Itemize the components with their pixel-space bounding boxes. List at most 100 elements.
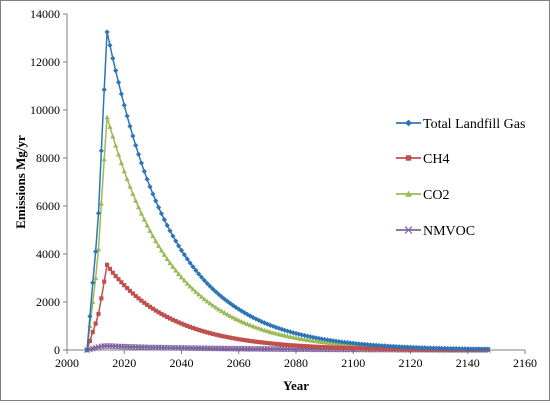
data-point-ch4	[253, 339, 259, 344]
data-point-co2	[164, 256, 170, 262]
data-point-co2	[233, 316, 239, 321]
data-point-total-landfill-gas	[87, 313, 93, 319]
data-point-ch4	[256, 339, 261, 345]
data-point-total-landfill-gas	[333, 338, 339, 344]
data-point-total-landfill-gas	[422, 345, 428, 351]
data-point-total-landfill-gas	[373, 342, 379, 348]
data-point-ch4	[250, 339, 256, 344]
data-point-ch4	[291, 343, 296, 348]
data-point-ch4	[316, 344, 321, 349]
data-point-co2	[253, 324, 259, 330]
data-point-ch4	[248, 338, 253, 344]
x-tick-label: 2040	[170, 356, 194, 370]
data-point-co2	[256, 325, 262, 331]
data-point-co2	[218, 308, 225, 314]
data-point-co2	[261, 327, 268, 333]
data-point-co2	[141, 216, 147, 222]
data-point-co2	[196, 291, 202, 297]
data-point-total-landfill-gas	[141, 168, 147, 174]
data-point-co2	[216, 306, 222, 312]
data-point-ch4	[102, 279, 107, 284]
data-point-ch4	[293, 343, 299, 348]
data-point-total-landfill-gas	[270, 323, 276, 329]
data-point-ch4	[268, 341, 273, 346]
data-point-co2	[193, 289, 199, 294]
data-point-ch4	[107, 266, 113, 271]
data-point-ch4	[368, 346, 373, 351]
data-point-ch4	[139, 298, 144, 303]
data-point-total-landfill-gas	[253, 316, 259, 322]
legend-marker-nmvoc	[404, 226, 413, 234]
data-point-total-landfill-gas	[416, 344, 422, 351]
data-point-total-landfill-gas	[396, 344, 402, 350]
legend-item-ch4: CH4	[396, 152, 449, 167]
data-point-ch4	[205, 330, 210, 335]
data-point-ch4	[185, 323, 190, 328]
data-point-ch4	[162, 313, 167, 318]
data-point-ch4	[376, 346, 382, 351]
x-tick-label: 2000	[55, 356, 79, 370]
data-point-ch4	[190, 325, 196, 331]
data-point-total-landfill-gas	[393, 343, 399, 350]
data-point-co2	[104, 114, 110, 120]
data-point-ch4	[379, 346, 384, 351]
data-point-ch4	[202, 329, 207, 334]
data-point-co2	[207, 300, 213, 306]
data-point-total-landfill-gas	[256, 317, 262, 323]
data-point-total-landfill-gas	[450, 345, 457, 352]
data-point-total-landfill-gas	[230, 302, 236, 309]
data-point-co2	[250, 323, 256, 329]
data-point-ch4	[219, 333, 224, 339]
data-point-ch4	[127, 288, 133, 293]
data-point-total-landfill-gas	[385, 343, 391, 349]
data-point-ch4	[130, 291, 135, 296]
data-point-total-landfill-gas	[104, 29, 110, 35]
data-point-ch4	[313, 344, 319, 349]
data-point-ch4	[216, 333, 221, 338]
data-point-total-landfill-gas	[161, 217, 167, 223]
data-point-ch4	[165, 314, 170, 320]
axes	[66, 14, 525, 351]
data-point-co2	[156, 243, 162, 248]
data-point-total-landfill-gas	[379, 343, 385, 349]
data-point-total-landfill-gas	[84, 347, 90, 353]
data-point-ch4	[213, 332, 218, 337]
data-point-co2	[181, 277, 187, 283]
data-point-ch4	[288, 343, 293, 348]
data-point-total-landfill-gas	[127, 123, 133, 129]
data-point-total-landfill-gas	[399, 344, 405, 350]
data-point-total-landfill-gas	[367, 342, 374, 348]
data-point-co2	[124, 176, 130, 182]
data-point-co2	[138, 210, 145, 216]
data-point-co2	[239, 318, 245, 324]
data-point-total-landfill-gas	[95, 210, 102, 216]
data-point-total-landfill-gas	[482, 346, 488, 352]
data-point-total-landfill-gas	[439, 345, 445, 351]
data-point-total-landfill-gas	[107, 42, 113, 48]
data-point-co2	[147, 228, 153, 233]
data-point-ch4	[333, 345, 339, 350]
data-point-ch4	[196, 327, 201, 332]
data-point-co2	[130, 191, 136, 196]
data-point-total-landfill-gas	[436, 345, 442, 351]
data-point-total-landfill-gas	[430, 345, 436, 351]
data-point-co2	[121, 168, 127, 174]
data-point-ch4	[225, 335, 230, 340]
data-point-ch4	[90, 329, 95, 335]
data-point-total-landfill-gas	[138, 160, 145, 166]
data-point-co2	[115, 151, 122, 157]
data-point-ch4	[385, 346, 390, 352]
y-tick-label: 12000	[30, 55, 60, 69]
data-point-ch4	[322, 345, 327, 350]
data-point-ch4	[262, 340, 267, 345]
data-point-total-landfill-gas	[276, 325, 282, 331]
data-point-ch4	[242, 338, 247, 343]
data-point-co2	[204, 298, 210, 304]
data-point-total-landfill-gas	[218, 294, 225, 300]
data-point-ch4	[176, 320, 181, 325]
data-point-ch4	[325, 345, 330, 350]
data-point-ch4	[193, 326, 198, 332]
series-layer	[84, 29, 491, 354]
data-point-total-landfill-gas	[456, 346, 462, 352]
data-point-total-landfill-gas	[178, 247, 185, 253]
